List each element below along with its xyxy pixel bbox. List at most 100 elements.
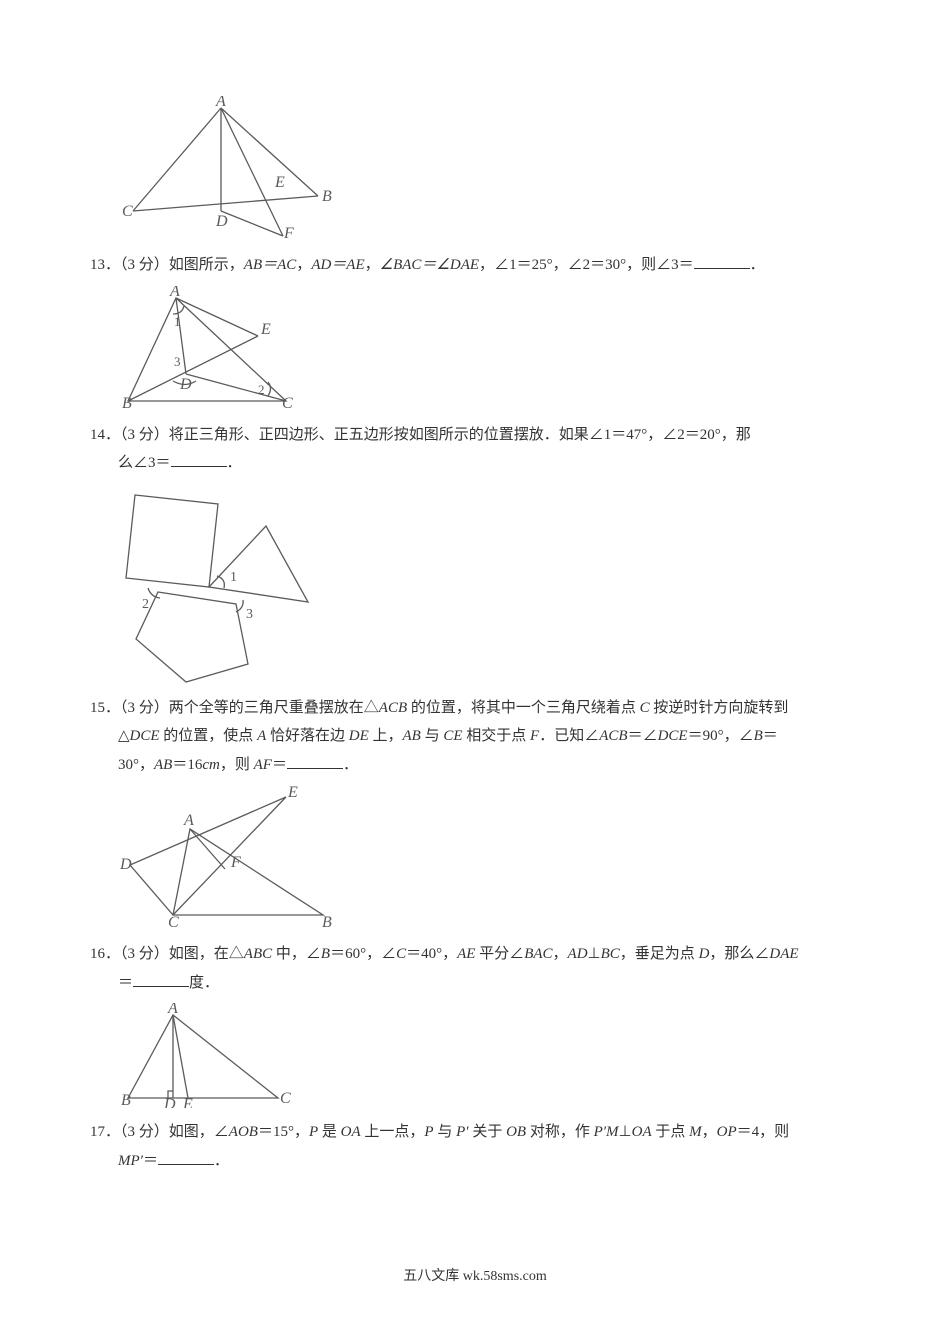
p15-l1a: 两个全等的三角尺重叠摆放在△ <box>169 700 379 716</box>
p15-l2m: ．已知∠ <box>539 728 599 744</box>
problem-14: 14 ． （3 分）将正三角形、正四边形、正五边形按如图所示的位置摆放．如果∠1＝4… <box>90 421 860 684</box>
p13-tail: ，则∠3＝ <box>626 257 694 273</box>
svg-text:3: 3 <box>174 354 181 369</box>
p15-l2r: B <box>754 728 763 744</box>
problem-13: 13．（3 分）如图所示，AB＝AC，AD＝AE，∠BAC＝∠DAE，∠1＝25… <box>90 251 860 411</box>
svg-text:2: 2 <box>142 597 149 612</box>
fig-13-svg: A E B C D 1 3 2 <box>118 286 308 411</box>
p13-s1: ， <box>296 257 311 273</box>
p15-l2i: 与 <box>421 728 444 744</box>
p16-BAC: BAC <box>524 946 552 962</box>
p15-l3c: ＝16 <box>172 757 202 773</box>
p13-num: 13 <box>90 257 105 273</box>
fig-16-svg: A B D E C <box>118 1003 298 1108</box>
svg-text:B: B <box>122 395 132 411</box>
p15-l2e: 恰好落在边 <box>266 728 349 744</box>
p16-DAE: DAE <box>769 946 798 962</box>
fig-14-svg: 1 2 3 <box>118 484 318 684</box>
p16-abc: ABC <box>244 946 272 962</box>
p13-eq4: ∠1＝25° <box>494 257 553 273</box>
fig-14: 1 2 3 <box>118 484 860 684</box>
fig-12-svg: A E B C D F <box>118 96 348 241</box>
p17-j: ， <box>702 1124 717 1140</box>
p15-l2o: ＝∠ <box>628 728 658 744</box>
svg-text:B: B <box>121 1092 131 1108</box>
p16-d: ＝40°， <box>406 946 457 962</box>
p17-num: 17 <box>90 1124 105 1140</box>
fig-15-svg: E A D F C B <box>118 785 348 930</box>
p17-g: 对称，作 <box>526 1124 594 1140</box>
p17-period: ． <box>214 1153 229 1169</box>
p13-eq5: ∠2＝30° <box>568 257 627 273</box>
p15-l2a: △ <box>118 728 130 744</box>
p17-l2a: MP′ <box>118 1153 143 1169</box>
p15-l2g: 上， <box>369 728 403 744</box>
problem-16-line1: 16．（3 分）如图，在△ABC 中，∠B＝60°，∠C＝40°，AE 平分∠B… <box>90 940 860 969</box>
p15-l2h: AB <box>403 728 421 744</box>
svg-text:E: E <box>182 1096 193 1108</box>
p17-Pp2: P′M <box>594 1124 619 1140</box>
p17-pts: （3 分） <box>120 1124 169 1140</box>
svg-text:E: E <box>260 321 271 338</box>
p14-pts: （3 分） <box>120 427 169 443</box>
p17-e: 与 <box>434 1124 457 1140</box>
p15-period: ． <box>343 757 358 773</box>
p17-c: 是 <box>318 1124 341 1140</box>
svg-text:2: 2 <box>258 382 265 397</box>
p17-b: ＝15°， <box>258 1124 309 1140</box>
fig-16: A B D E C <box>118 1003 860 1108</box>
p15-l3e: ，则 <box>220 757 254 773</box>
p17-P1: P <box>309 1124 318 1140</box>
p16-AD: AD <box>568 946 588 962</box>
fig-12: A E B C D F <box>118 96 860 241</box>
p16-l2a: ＝ <box>118 975 133 991</box>
p15-l3d: cm <box>202 757 220 773</box>
svg-text:A: A <box>183 812 194 829</box>
svg-text:A: A <box>169 286 180 300</box>
p17-blank <box>158 1150 214 1165</box>
p15-l2f: DE <box>349 728 369 744</box>
p16-D: D <box>699 946 710 962</box>
p17-OA2: OA <box>632 1124 652 1140</box>
p14-period: ． <box>227 455 242 471</box>
p15-l2s: ＝ <box>763 728 778 744</box>
p14-blank <box>171 452 227 467</box>
p16-c: ＝60°，∠ <box>330 946 396 962</box>
svg-text:3: 3 <box>246 607 253 622</box>
problem-17-line1: 17．（3 分）如图，∠AOB＝15°，P 是 OA 上一点，P 与 P′ 关于… <box>90 1118 860 1147</box>
p14-num: 14 <box>90 427 105 443</box>
p17-l2b: ＝ <box>143 1153 158 1169</box>
p14-a: 将正三角形、正四边形、正五边形按如图所示的位置摆放．如果∠1＝47°，∠2＝20… <box>169 427 751 443</box>
p13-period: ． <box>750 257 765 273</box>
fig-13: A E B C D 1 3 2 <box>118 286 860 411</box>
svg-text:C: C <box>122 203 133 220</box>
p16-pts: （3 分） <box>120 946 169 962</box>
problem-17-line2: MP′＝ ． <box>90 1147 860 1176</box>
p17-Pp: P′ <box>456 1124 468 1140</box>
svg-text:D: D <box>215 213 228 230</box>
p13-blank <box>694 254 750 269</box>
p15-pts: （3 分） <box>120 700 169 716</box>
p15-l1b: ACB <box>379 700 407 716</box>
p16-h: ，垂足为点 <box>620 946 699 962</box>
p16-b: 中，∠ <box>272 946 321 962</box>
p17-OA: OA <box>341 1124 361 1140</box>
p17-AOB: AOB <box>229 1124 258 1140</box>
problem-15-line1: 15．（3 分）两个全等的三角尺重叠摆放在△ACB 的位置，将其中一个三角尺绕着… <box>90 694 860 723</box>
svg-text:B: B <box>322 188 332 205</box>
p15-l1d: C <box>640 700 650 716</box>
p16-a: 如图，在△ <box>169 946 244 962</box>
svg-text:1: 1 <box>230 570 237 585</box>
p16-blank <box>133 972 189 987</box>
p15-l2j: CE <box>443 728 462 744</box>
p16-AE: AE <box>457 946 475 962</box>
p15-l2c: 的位置，使点 <box>160 728 258 744</box>
p15-l3a: 30°， <box>118 757 154 773</box>
p16-BC: BC <box>601 946 620 962</box>
p16-e: 平分∠ <box>475 946 524 962</box>
p17-M: M <box>689 1124 702 1140</box>
problem-16: 16．（3 分）如图，在△ABC 中，∠B＝60°，∠C＝40°，AE 平分∠B… <box>90 940 860 1108</box>
p17-OP: OP <box>717 1124 737 1140</box>
p17-f: 关于 <box>469 1124 507 1140</box>
problem-14-line1: 14．（3 分）将正三角形、正四边形、正五边形按如图所示的位置摆放．如果∠1＝4… <box>90 421 860 450</box>
